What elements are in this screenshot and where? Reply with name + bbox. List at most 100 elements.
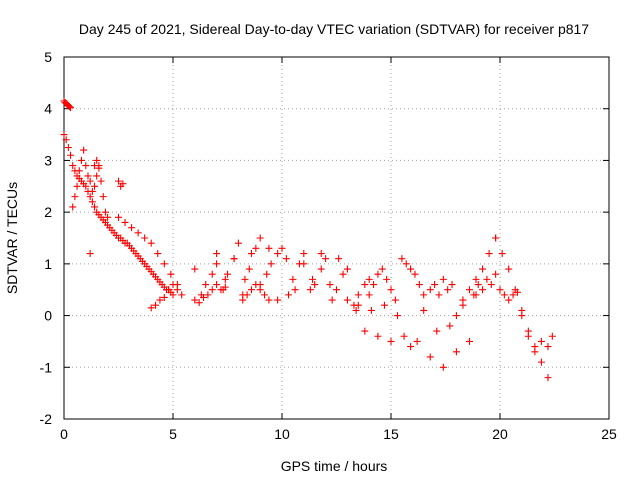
data-point <box>221 275 229 283</box>
y-tick-labels: -2 -1 0 1 2 3 4 5 <box>40 49 53 427</box>
data-point <box>374 270 382 278</box>
plot-frame <box>63 56 610 420</box>
data-point <box>252 244 260 252</box>
x-axis-label: GPS time / hours <box>281 458 388 474</box>
data-point <box>383 275 391 283</box>
x-tick-label: 0 <box>60 426 68 442</box>
data-point <box>465 286 473 294</box>
data-point <box>402 260 410 268</box>
data-point <box>426 286 434 294</box>
data-point <box>435 291 443 299</box>
x-tick-label: 20 <box>492 426 508 442</box>
data-point <box>326 281 334 289</box>
data-point <box>378 265 386 273</box>
data-point <box>261 291 269 299</box>
chart-title: Day 245 of 2021, Sidereal Day-to-day VTE… <box>79 21 589 37</box>
data-point <box>415 281 423 289</box>
data-point <box>256 286 264 294</box>
data-point <box>241 275 249 283</box>
data-point <box>289 275 297 283</box>
data-point <box>400 332 408 340</box>
data-point <box>191 265 199 273</box>
data-point <box>86 193 94 201</box>
data-point <box>365 275 373 283</box>
data-point <box>224 270 231 278</box>
data-point <box>252 281 260 289</box>
data-point <box>169 291 177 299</box>
data-point <box>496 286 504 294</box>
data-point <box>128 224 136 232</box>
data-point <box>483 275 491 283</box>
data-point <box>544 343 552 351</box>
data-series <box>213 244 360 314</box>
data-point <box>472 275 480 283</box>
data-point <box>93 156 101 164</box>
data-point <box>387 286 395 294</box>
data-point <box>380 301 388 309</box>
data-point <box>352 306 360 314</box>
data-point <box>219 286 227 294</box>
data-point <box>343 265 351 273</box>
data-series <box>191 234 373 299</box>
data-point <box>433 327 441 335</box>
data-point <box>169 281 177 289</box>
data-point <box>82 162 90 170</box>
data-point <box>500 291 508 299</box>
y-tick-label: 4 <box>44 101 52 117</box>
data-point <box>230 255 238 263</box>
y-tick-label: 1 <box>44 256 52 272</box>
data-point <box>361 281 369 289</box>
data-point <box>141 234 149 242</box>
data-series <box>365 265 399 304</box>
data-point <box>267 260 275 268</box>
y-tick-label: -2 <box>40 411 53 427</box>
data-point <box>234 239 242 247</box>
data-point <box>282 255 290 263</box>
data-point <box>479 286 487 294</box>
data-point <box>420 306 428 314</box>
data-point <box>524 332 532 340</box>
data-point <box>367 306 375 314</box>
x-tick-label: 5 <box>169 426 177 442</box>
grid <box>64 57 609 419</box>
data-point <box>431 281 439 289</box>
data-point <box>67 151 75 159</box>
y-tick-label: 3 <box>44 152 52 168</box>
data-point <box>67 104 75 112</box>
data-point <box>160 293 168 301</box>
data-point <box>474 281 482 289</box>
data-point <box>243 291 251 299</box>
y-tick-label: 0 <box>44 308 52 324</box>
data-point <box>60 131 68 139</box>
data-point <box>426 353 434 361</box>
data-point <box>374 332 382 340</box>
data-series <box>60 131 177 299</box>
data-point <box>239 296 247 304</box>
data-points <box>60 97 556 382</box>
data-point <box>247 250 255 258</box>
data-point <box>167 270 175 278</box>
data-point <box>548 332 556 340</box>
data-series <box>354 301 421 351</box>
data-point <box>498 250 506 258</box>
data-point <box>531 348 539 356</box>
data-series <box>147 281 186 312</box>
data-point <box>505 265 513 273</box>
data-point <box>398 255 406 263</box>
data-point <box>361 327 369 335</box>
data-series <box>197 244 369 309</box>
data-point <box>370 281 378 289</box>
data-point <box>343 296 351 304</box>
data-point <box>278 244 286 252</box>
data-point <box>91 182 99 190</box>
data-point <box>300 260 308 268</box>
data-point <box>191 296 199 304</box>
data-point <box>115 177 122 185</box>
data-point <box>407 265 415 273</box>
data-series <box>86 156 127 258</box>
data-point <box>492 270 500 278</box>
data-point <box>245 265 253 273</box>
data-point <box>306 286 314 294</box>
data-point <box>99 193 107 201</box>
